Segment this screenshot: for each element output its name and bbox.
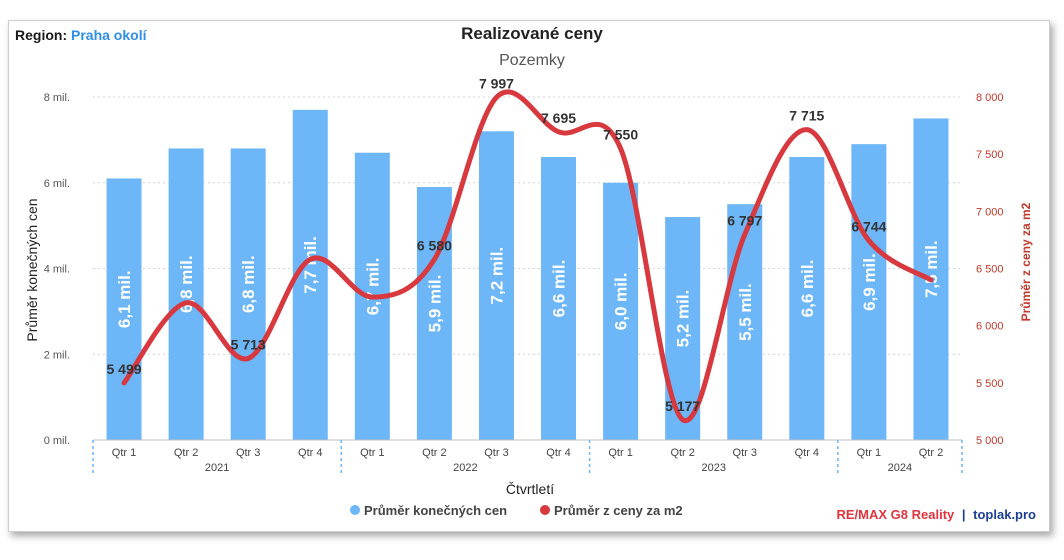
line-series-path [121,89,934,424]
line-data-label: 6 744 [851,219,886,235]
x-tick-label: Qtr 1 [608,447,632,459]
bar-data-label: 6,6 mil. [798,260,817,318]
y-tick-label: 4 mil. [44,264,70,276]
y2-tick-label: 5 000 [976,435,1004,447]
bar-data-label: 6,1 mil. [115,270,134,328]
bar [541,157,577,440]
y2-tick-label: 6 500 [976,264,1004,276]
x-tick-label: Qtr 2 [174,447,198,459]
region-value: Praha okolí [71,27,147,43]
bar [789,157,825,440]
y-axis-title: Průměr konečných cen [24,198,40,341]
x-tick-label: Qtr 2 [422,447,446,459]
bar [106,178,142,440]
y2-tick-label: 5 500 [976,378,1004,390]
bar-data-label: 7,5 mil. [922,240,941,298]
y-tick-label: 8 mil. [44,92,70,104]
y2-tick-label: 7 000 [976,206,1004,218]
x-tick-label: Qtr 4 [298,447,322,459]
x-axis-title: Čtvrtletí [506,481,554,497]
legend-marker-line [540,505,550,515]
bar [727,204,763,440]
bar-data-label: 6,0 mil. [612,273,631,331]
bar-data-label: 5,9 mil. [425,275,444,333]
legend-label-bars: Průměr konečných cen [364,503,507,518]
x-tick-label: Qtr 3 [733,447,757,459]
y2-tick-label: 6 000 [976,321,1004,333]
year-label: 2021 [205,462,229,474]
year-label: 2022 [453,462,477,474]
year-label: 2024 [888,462,912,474]
brand-footer: RE/MAX G8 Reality | toplak.pro [837,507,1037,522]
x-tick-label: Qtr 1 [360,447,384,459]
bar [478,131,514,441]
y-tick-label: 6 mil. [44,178,70,190]
y-tick-label: 2 mil. [44,349,70,361]
region-label-text: Region: [15,27,68,43]
bar [230,148,266,440]
x-tick-label: Qtr 4 [546,447,570,459]
brand-toplak: toplak.pro [973,507,1036,522]
line-data-label: 6 797 [727,213,762,229]
bar [851,144,887,440]
bar [665,217,701,440]
x-tick-label: Qtr 1 [112,447,136,459]
bar-data-label: 6,7 mil. [363,258,382,316]
region-label: Region: Praha okolí [15,27,146,43]
bar-data-label: 6,6 mil. [550,260,569,318]
chart-subtitle: Pozemky [499,52,565,69]
bar-data-label: 7,7 mil. [301,236,320,294]
bar-data-label: 6,8 mil. [239,255,258,313]
line-data-label: 7 550 [603,126,638,142]
line-data-label: 5 713 [231,336,266,352]
x-tick-label: Qtr 1 [857,447,881,459]
line-data-label: 7 695 [541,110,576,126]
line-data-label: 7 715 [789,108,824,124]
x-tick-label: Qtr 4 [795,447,819,459]
y-tick-label: 0 mil. [44,435,70,447]
x-tick-label: Qtr 3 [484,447,508,459]
bar [168,148,204,440]
bar-data-label: 6,8 mil. [177,255,196,313]
line-data-label: 7 997 [479,75,514,91]
legend-marker-bars [350,505,360,515]
bar-data-label: 6,9 mil. [860,253,879,311]
chart-title: Realizované ceny [461,24,603,43]
line-data-label: 5 499 [107,361,142,377]
bar [603,182,639,440]
brand-separator: | [961,507,966,522]
year-label: 2023 [701,462,725,474]
bar-data-label: 7,2 mil. [487,247,506,305]
x-tick-label: Qtr 2 [670,447,694,459]
y2-tick-label: 7 500 [976,149,1004,161]
y2-tick-label: 8 000 [976,92,1004,104]
x-tick-label: Qtr 2 [919,447,943,459]
line-data-label: 5 177 [665,398,700,414]
brand-remax: RE/MAX G8 Reality [836,507,955,522]
bar-data-label: 5,2 mil. [674,290,693,348]
legend-label-line: Průměr z ceny za m2 [554,503,683,518]
y2-axis-title: Průměr z ceny za m2 [1019,202,1033,321]
x-tick-label: Qtr 3 [236,447,260,459]
bar-data-label: 5,5 mil. [736,283,755,341]
line-data-label: 6 580 [417,237,452,253]
